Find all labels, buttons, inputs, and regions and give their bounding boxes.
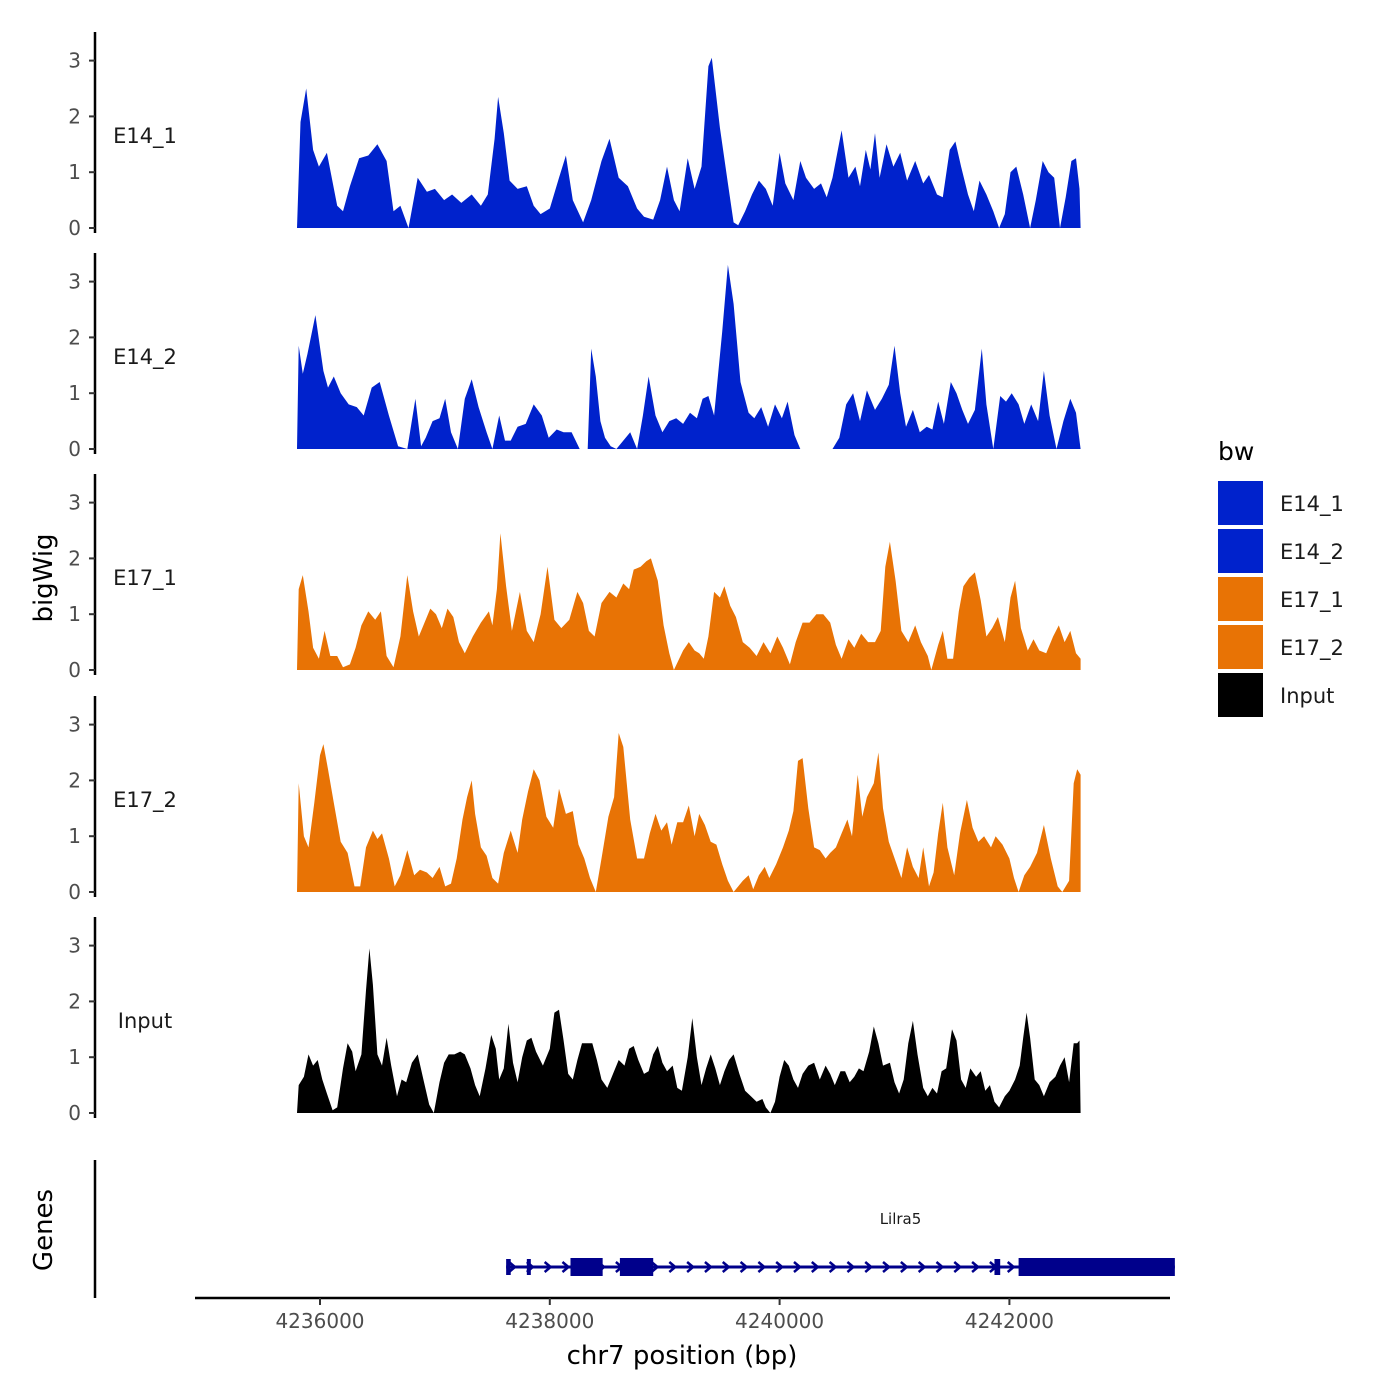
gene-exon: [526, 1259, 531, 1275]
strand-chevron: [775, 1261, 785, 1273]
y-tick-label: 1: [68, 824, 81, 848]
strand-chevron: [1006, 1261, 1016, 1273]
track-label: E14_1: [113, 124, 177, 149]
x-tick-label: 4240000: [735, 1309, 824, 1333]
genes-track: Lilra5: [93, 1160, 1175, 1298]
y-tick-label: 1: [68, 160, 81, 184]
area-E17_1: [297, 533, 1081, 670]
strand-chevron: [846, 1261, 856, 1273]
track-Input: 0 1 2 3 Input: [68, 917, 1081, 1125]
strand-chevron: [508, 1261, 517, 1273]
track-E14_1: 0 1 2 3 E14_1: [68, 32, 1081, 240]
track-label: E17_2: [113, 788, 177, 813]
strand-chevron: [828, 1261, 838, 1273]
strand-chevron: [900, 1261, 909, 1273]
legend-label: E14_2: [1280, 540, 1344, 565]
strand-chevron: [810, 1261, 820, 1273]
x-tick-label: 4242000: [965, 1309, 1054, 1333]
strand-chevron: [650, 1261, 660, 1273]
y-tick-label: 3: [68, 270, 81, 294]
area-E17_2: [297, 733, 1081, 892]
strand-chevron: [917, 1261, 927, 1273]
legend: bw E14_1 E14_2 E17_1 E17_2 Input: [1218, 437, 1344, 717]
y-tick-label: 0: [68, 658, 81, 682]
x-axis: 4236000 4238000 4240000 4242000: [195, 1296, 1170, 1333]
y-tick-label: 2: [68, 546, 81, 570]
x-tick-label: 4238000: [505, 1309, 594, 1333]
x-tick-label: 4236000: [275, 1309, 364, 1333]
legend-swatch: [1218, 673, 1263, 717]
y-tick-label: 3: [68, 713, 81, 737]
strand-chevron: [882, 1261, 891, 1273]
legend-label: Input: [1280, 684, 1334, 708]
area-E14_1: [297, 57, 1081, 228]
track-E17_2: 0 1 2 3 E17_2: [68, 696, 1081, 904]
track-E17_1: 0 1 2 3 E17_1: [68, 474, 1081, 682]
area-Input: [297, 948, 1081, 1113]
strand-chevron: [543, 1261, 553, 1273]
y-tick-label: 2: [68, 104, 81, 128]
track-label: Input: [118, 1009, 172, 1033]
strand-chevron: [757, 1261, 767, 1273]
track-label: E14_2: [113, 345, 177, 370]
y-tick-label: 3: [68, 49, 81, 73]
y-tick-label: 3: [68, 491, 81, 515]
gene-exon: [570, 1258, 603, 1276]
strand-chevron: [935, 1261, 945, 1273]
legend-label: E14_1: [1280, 492, 1344, 517]
strand-chevron: [793, 1261, 802, 1273]
y-tick-label: 1: [68, 381, 81, 405]
y-tick-label: 0: [68, 216, 81, 240]
strand-chevron: [971, 1261, 981, 1273]
legend-swatch: [1218, 481, 1263, 525]
legend-swatch: [1218, 529, 1263, 573]
gene-exon: [1018, 1258, 1175, 1276]
gene-exon: [619, 1258, 654, 1276]
strand-chevron: [668, 1261, 678, 1273]
y-tick-label: 3: [68, 934, 81, 958]
strand-chevron: [864, 1261, 874, 1273]
y-tick-label: 1: [68, 1045, 81, 1069]
strand-chevron: [739, 1261, 749, 1273]
gene-name-label: Lilra5: [880, 1210, 922, 1228]
y-tick-label: 2: [68, 989, 81, 1013]
legend-label: E17_1: [1280, 588, 1344, 613]
legend-swatch: [1218, 577, 1263, 621]
gene-exon: [994, 1259, 1001, 1275]
y-axis-title: bigWig: [29, 533, 59, 622]
track-label: E17_1: [113, 566, 177, 591]
y-tick-label: 2: [68, 325, 81, 349]
y-tick-label: 1: [68, 602, 81, 626]
signal-tracks: 0 1 2 3 E14_1 0 1 2 3 E14_2 0 1 2 3 E17_1 0 1 2 3 E17_2 0 1 2 3…: [68, 32, 1081, 1125]
y-tick-label: 2: [68, 768, 81, 792]
legend-swatch: [1218, 625, 1263, 669]
area-E14_2: [297, 264, 1081, 449]
y-tick-label: 0: [68, 880, 81, 904]
strand-chevron: [953, 1261, 963, 1273]
strand-chevron: [561, 1261, 571, 1273]
strand-chevron: [686, 1261, 696, 1273]
legend-title: bw: [1218, 437, 1254, 466]
strand-chevron: [704, 1261, 713, 1273]
track-E14_2: 0 1 2 3 E14_2: [68, 253, 1081, 461]
gene-exon: [506, 1259, 511, 1275]
y-tick-label: 0: [68, 437, 81, 461]
legend-label: E17_2: [1280, 636, 1344, 661]
x-axis-title: chr7 position (bp): [567, 1341, 798, 1371]
genes-axis-title: Genes: [29, 1189, 59, 1271]
strand-chevron: [721, 1261, 731, 1273]
y-tick-label: 0: [68, 1101, 81, 1125]
